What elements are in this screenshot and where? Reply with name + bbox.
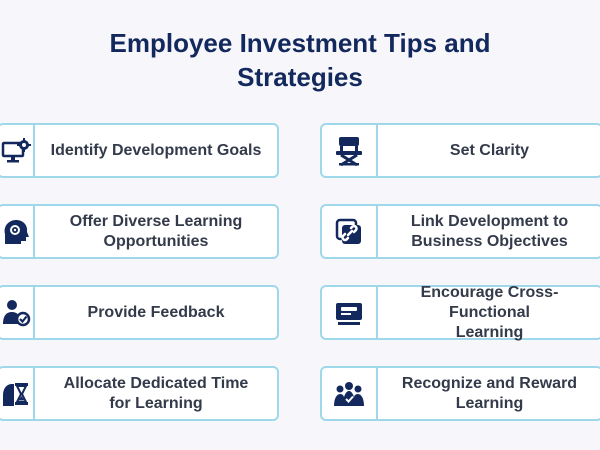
tip-card-offer-diverse-learning: Offer Diverse Learning Opportunities — [0, 204, 279, 259]
tip-card-encourage-cross-functional: Encourage Cross-Functional Learning — [320, 283, 600, 341]
tip-label: Provide Feedback — [87, 303, 225, 321]
chain-link-icon — [322, 206, 378, 257]
hourglass-person-icon — [0, 368, 35, 419]
tip-label: Identify Development Goals — [50, 141, 262, 159]
id-card-icon — [322, 287, 378, 338]
tip-card-recognize-and-reward: Recognize and Reward Learning — [320, 366, 600, 421]
tip-label: Encourage Cross-Functional Learning — [420, 283, 559, 341]
page-title: Employee Investment Tips and Strategies — [109, 28, 491, 92]
tip-label: Recognize and Reward Learning — [401, 374, 578, 412]
computer-gear-icon — [0, 125, 35, 176]
director-chair-icon — [322, 125, 378, 176]
tip-label: Allocate Dedicated Time for Learning — [63, 374, 249, 412]
tip-card-set-clarity: Set Clarity — [320, 123, 600, 178]
tip-card-link-development: Link Development to Business Objectives — [320, 204, 600, 259]
head-gear-icon — [0, 206, 35, 257]
tip-card-allocate-dedicated-time: Allocate Dedicated Time for Learning — [0, 366, 279, 421]
tip-label: Link Development to Business Objectives — [410, 212, 569, 250]
tip-card-identify-development-goals: Identify Development Goals — [0, 123, 279, 178]
tip-card-provide-feedback: Provide Feedback — [0, 285, 279, 340]
team-icon — [322, 368, 378, 419]
tip-label: Offer Diverse Learning Opportunities — [69, 212, 243, 250]
tip-label: Set Clarity — [449, 141, 530, 159]
person-check-icon — [0, 287, 35, 338]
